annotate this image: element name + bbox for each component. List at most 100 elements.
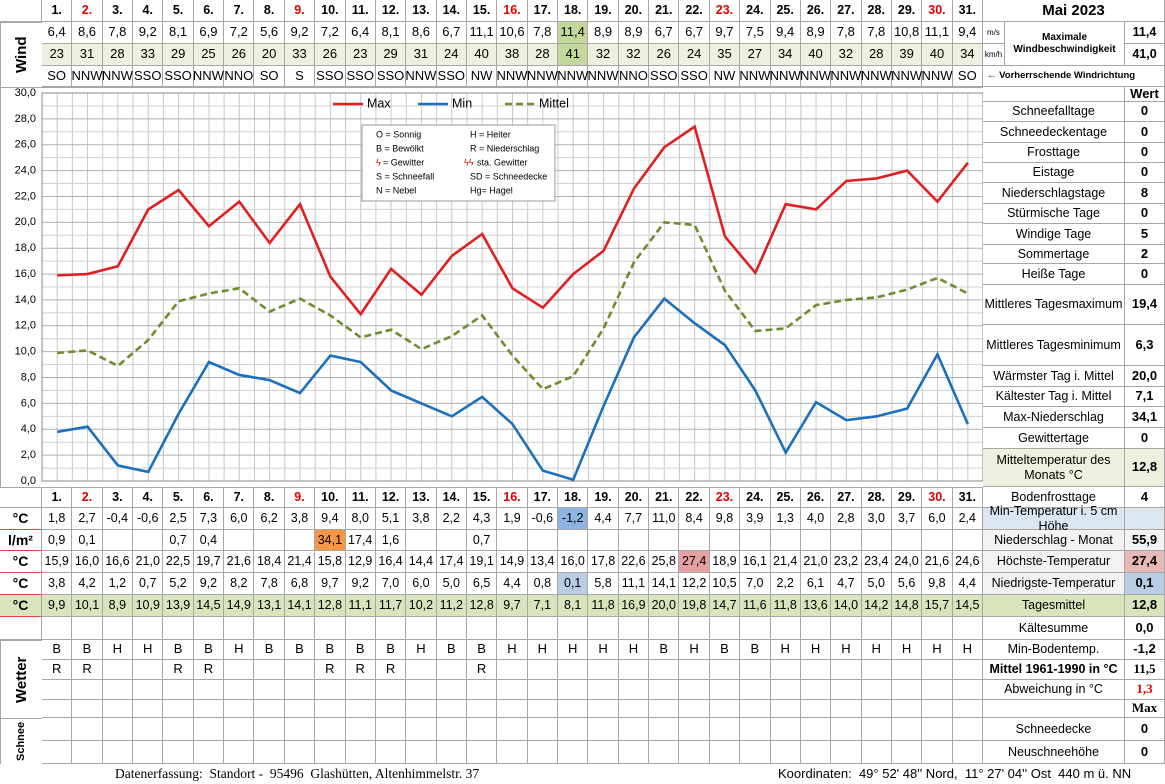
- table-value: 2,4: [952, 508, 983, 530]
- table-value: [740, 530, 771, 551]
- y-tick-label: 12,0: [15, 320, 36, 332]
- table-value: 8,0: [345, 508, 376, 530]
- day-header: 19.: [588, 0, 619, 22]
- stat-label: Kältester Tag i. Mittel: [983, 387, 1125, 407]
- weather-code: [406, 660, 437, 680]
- wind-kmh: 40: [922, 44, 953, 66]
- day-header: 30.: [922, 487, 953, 508]
- table-value: [952, 530, 983, 551]
- thunder-icon: ϟ: [376, 157, 381, 167]
- blank: [831, 617, 862, 640]
- wind-ms: 7,8: [102, 22, 134, 44]
- day-header: 21.: [649, 487, 680, 508]
- weather-key-item: R = Niederschlag: [470, 143, 539, 153]
- wind-ms: 9,2: [284, 22, 316, 44]
- blank: [649, 700, 680, 718]
- blank: [497, 700, 528, 718]
- weather-code: B: [193, 640, 225, 660]
- wind-direction: NNW: [496, 66, 528, 87]
- day-header: 16.: [497, 487, 528, 508]
- table-value: 8,1: [558, 595, 589, 617]
- table-value: 9,9: [42, 595, 73, 617]
- blank: [497, 741, 528, 764]
- weather-code: B: [163, 640, 194, 660]
- stat-value: 0: [1125, 741, 1165, 764]
- table-value: 7,3: [193, 508, 225, 530]
- day-header: 30.: [922, 0, 953, 22]
- wind-ms: 6,4: [345, 22, 376, 44]
- table-value: [770, 530, 801, 551]
- blank: [800, 617, 832, 640]
- footer-right: Koordinaten: 49° 52' 48'' Nord, 11° 27' …: [778, 765, 1132, 781]
- stat-value: Wert: [1125, 86, 1165, 102]
- weather-code: B: [740, 640, 771, 660]
- row-unit: °C: [0, 508, 42, 530]
- table-value: 14,0: [831, 595, 862, 617]
- wind-direction: NNW: [739, 66, 771, 87]
- table-value: 0,8: [527, 573, 559, 595]
- table-value: 2,8: [831, 508, 862, 530]
- blank: [861, 718, 892, 741]
- day-header: 31.: [952, 487, 983, 508]
- blank: [588, 741, 619, 764]
- blank: [315, 700, 346, 718]
- blank: [345, 718, 376, 741]
- table-value: 16,6: [102, 551, 134, 573]
- wind-direction: SSO: [649, 66, 680, 87]
- blank: [254, 700, 285, 718]
- day-header: 14.: [436, 0, 467, 22]
- table-value: 18,9: [709, 551, 741, 573]
- wind-direction: S: [284, 66, 316, 87]
- table-value: 5,8: [588, 573, 619, 595]
- weather-code: [709, 660, 741, 680]
- table-value: 16,0: [72, 551, 103, 573]
- table-value: -0,4: [102, 508, 134, 530]
- weather-key-item: B = Bewölkt: [376, 143, 424, 153]
- wind-ms: 6,7: [649, 22, 680, 44]
- stat-label: Bodenfrosttage: [983, 487, 1125, 508]
- blank: [284, 617, 316, 640]
- blank: [284, 718, 316, 741]
- table-value: 21,0: [800, 551, 832, 573]
- day-header: 31.: [952, 0, 983, 22]
- thunder-icon: ϟϟ: [464, 157, 474, 167]
- wind-ms: 9,4: [952, 22, 983, 44]
- day-header: 13.: [406, 487, 437, 508]
- table-value: 7,0: [740, 573, 771, 595]
- blank: [861, 680, 892, 700]
- table-value: 24,0: [891, 551, 923, 573]
- blank: [831, 680, 862, 700]
- blank: [436, 617, 467, 640]
- blank: [254, 617, 285, 640]
- wind-ms: 8,6: [406, 22, 437, 44]
- blank: [831, 718, 862, 741]
- wind-kmh: 31: [406, 44, 437, 66]
- wind-kmh: 40: [466, 44, 498, 66]
- stat-label: Min-Temperatur i. 5 cm Höhe: [983, 504, 1125, 533]
- blank: [861, 741, 892, 764]
- table-value: 10,1: [72, 595, 103, 617]
- blank: [527, 718, 559, 741]
- wind-ms: 8,9: [800, 22, 832, 44]
- wind-direction: NNW: [588, 66, 619, 87]
- blank: [375, 741, 407, 764]
- day-header: 13.: [406, 0, 437, 22]
- day-header: 4.: [133, 0, 164, 22]
- weather-code: [436, 660, 467, 680]
- blank: [558, 741, 589, 764]
- wind-ms: 6,7: [436, 22, 467, 44]
- wind-kmh: 40: [800, 44, 832, 66]
- stat-label: Gewittertage: [983, 428, 1125, 449]
- stat-value: [1125, 508, 1165, 530]
- wind-direction: SSO: [375, 66, 407, 87]
- table-value: 16,4: [375, 551, 407, 573]
- blank: [102, 718, 134, 741]
- table-value: 25,8: [649, 551, 680, 573]
- legend-label: Mittel: [539, 96, 569, 110]
- table-value: [709, 530, 741, 551]
- table-value: 8,2: [224, 573, 255, 595]
- weather-code: [861, 660, 892, 680]
- wind-kmh: 31: [72, 44, 103, 66]
- series-line: [57, 124, 969, 317]
- direction-note: ← Vorherrschende Windrichtung: [983, 66, 1165, 87]
